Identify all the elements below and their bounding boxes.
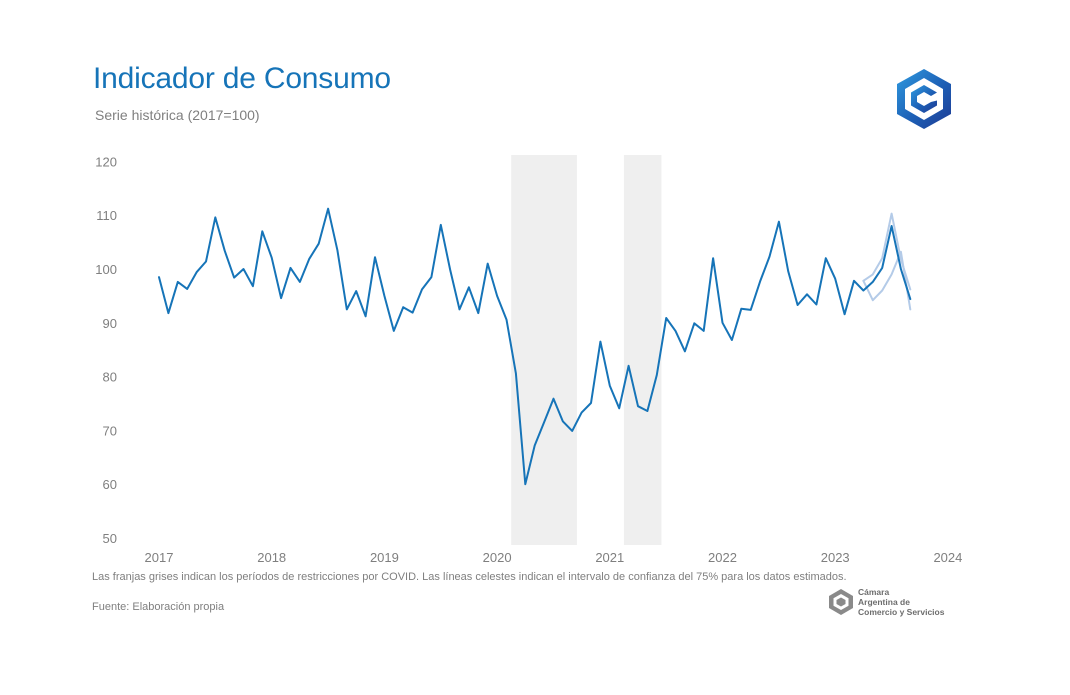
y-tick-label: 60 xyxy=(103,477,117,492)
x-tick-label: 2021 xyxy=(595,550,624,565)
x-tick-label: 2020 xyxy=(483,550,512,565)
brand-logo: Cámara Argentina de Comercio y Servicios xyxy=(828,587,958,619)
x-axis: 2017 2018 2019 2020 2021 2022 2023 2024 xyxy=(145,550,963,565)
x-tick-label: 2022 xyxy=(708,550,737,565)
restriction-bands xyxy=(511,155,662,545)
y-tick-label: 120 xyxy=(95,154,117,169)
confidence-lower-line xyxy=(862,250,912,311)
x-tick-label: 2024 xyxy=(933,550,962,565)
x-tick-label: 2017 xyxy=(145,550,174,565)
cube-logo-icon xyxy=(893,66,955,132)
y-tick-label: 110 xyxy=(96,208,117,223)
restriction-band-2 xyxy=(623,155,662,545)
restriction-band-1 xyxy=(511,155,577,545)
y-axis: 50 60 70 80 90 100 110 120 xyxy=(95,154,117,546)
y-tick-label: 80 xyxy=(103,370,117,385)
page-title: Indicador de Consumo xyxy=(93,62,391,95)
brand-name: Cámara Argentina de Comercio y Servicios xyxy=(858,587,945,617)
y-tick-label: 70 xyxy=(103,423,117,438)
y-tick-label: 90 xyxy=(103,316,117,331)
cacys-logo-icon xyxy=(829,589,853,615)
y-tick-label: 100 xyxy=(95,262,117,277)
page-subtitle: Serie histórica (2017=100) xyxy=(95,107,260,123)
x-tick-label: 2019 xyxy=(370,550,399,565)
chart-note: Las franjas grises indican los períodos … xyxy=(92,571,847,583)
series-lines xyxy=(158,207,912,486)
source-note: Fuente: Elaboración propia xyxy=(92,601,225,613)
x-tick-label: 2018 xyxy=(257,550,286,565)
consumption-index-line xyxy=(158,207,912,486)
x-tick-label: 2023 xyxy=(821,550,850,565)
y-tick-label: 50 xyxy=(103,531,117,546)
